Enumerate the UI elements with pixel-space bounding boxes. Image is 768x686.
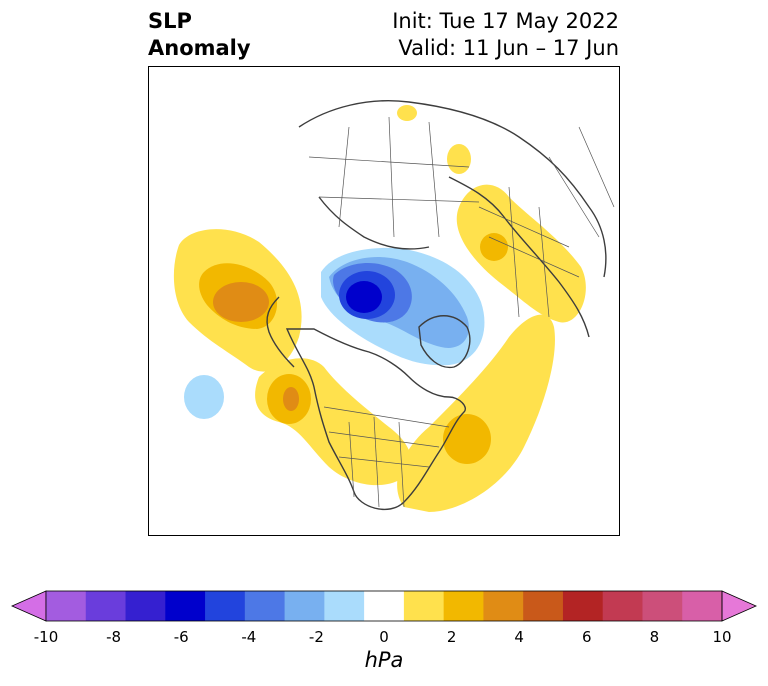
colorbar-tick-label: 8 — [649, 628, 660, 646]
anomaly-map — [148, 66, 620, 536]
colorbar-segment — [244, 591, 286, 621]
colorbar-segment — [125, 591, 166, 621]
pacific-negative — [184, 375, 224, 419]
colorbar-segment — [324, 591, 365, 621]
west-na-positive-core — [283, 387, 299, 411]
colorbar — [11, 590, 757, 622]
title-line-1: SLP — [148, 9, 192, 33]
atlantic-positive-inner — [443, 414, 491, 464]
asia-coast — [298, 100, 607, 278]
title-line-2: Anomaly — [148, 36, 251, 60]
colorbar-segment — [46, 591, 87, 621]
colorbar-extend-high — [721, 590, 757, 622]
colorbar-segment — [364, 591, 405, 621]
colorbar-segment — [562, 591, 604, 621]
north-europe-positive — [397, 105, 417, 121]
north-america-coast — [285, 328, 466, 511]
anomaly-shading — [173, 105, 586, 512]
coastlines — [266, 100, 607, 511]
colorbar-segment — [642, 591, 683, 621]
colorbar-tick-label: -10 — [33, 628, 59, 646]
map-canvas — [173, 100, 615, 512]
colorbar-tick-label: 0 — [379, 628, 389, 646]
forecast-period: Init: Tue 17 May 2022 Valid: 11 Jun – 17… — [392, 8, 619, 62]
colorbar-tick-label: 4 — [514, 628, 524, 646]
colorbar-segment — [682, 591, 723, 621]
colorbar-segment — [443, 591, 484, 621]
init-date: Init: Tue 17 May 2022 — [392, 9, 619, 33]
alaska-coast — [266, 296, 295, 368]
scandinavia-positive — [447, 144, 471, 174]
colorbar-segment — [523, 591, 564, 621]
borders — [308, 116, 615, 508]
siberia-coast — [318, 196, 430, 250]
colorbar-tick-label: -8 — [106, 628, 122, 646]
pacific-positive-core — [213, 282, 269, 322]
colorbar-tick-label: 10 — [712, 628, 732, 646]
colorbar-tick-label: -4 — [241, 628, 257, 646]
colorbar-segment — [205, 591, 246, 621]
unit-label: hPa — [364, 648, 404, 672]
europe-positive-inner — [480, 233, 508, 261]
colorbar-border — [45, 590, 723, 622]
colorbar-segment — [284, 591, 325, 621]
colorbar-tick-label: -6 — [173, 628, 189, 646]
map-title: SLP Anomaly — [148, 8, 251, 62]
colorbar-tick-label: 6 — [582, 628, 592, 646]
europe-coast — [448, 176, 590, 338]
colorbar-segment — [165, 591, 206, 621]
colorbar-segment — [483, 591, 524, 621]
atlantic-positive-outer — [397, 314, 555, 512]
valid-range: Valid: 11 Jun – 17 Jun — [398, 36, 619, 60]
arctic-negative-core — [346, 281, 382, 313]
greenland-coast — [418, 315, 471, 369]
colorbar-tick-label: -2 — [308, 628, 324, 646]
colorbar-tick-label: 2 — [446, 628, 457, 646]
colorbar-extend-low — [11, 590, 47, 622]
colorbar-segment — [602, 591, 643, 621]
europe-positive-outer — [456, 184, 586, 323]
colorbar-segment — [403, 591, 445, 621]
colorbar-segment — [85, 591, 127, 621]
